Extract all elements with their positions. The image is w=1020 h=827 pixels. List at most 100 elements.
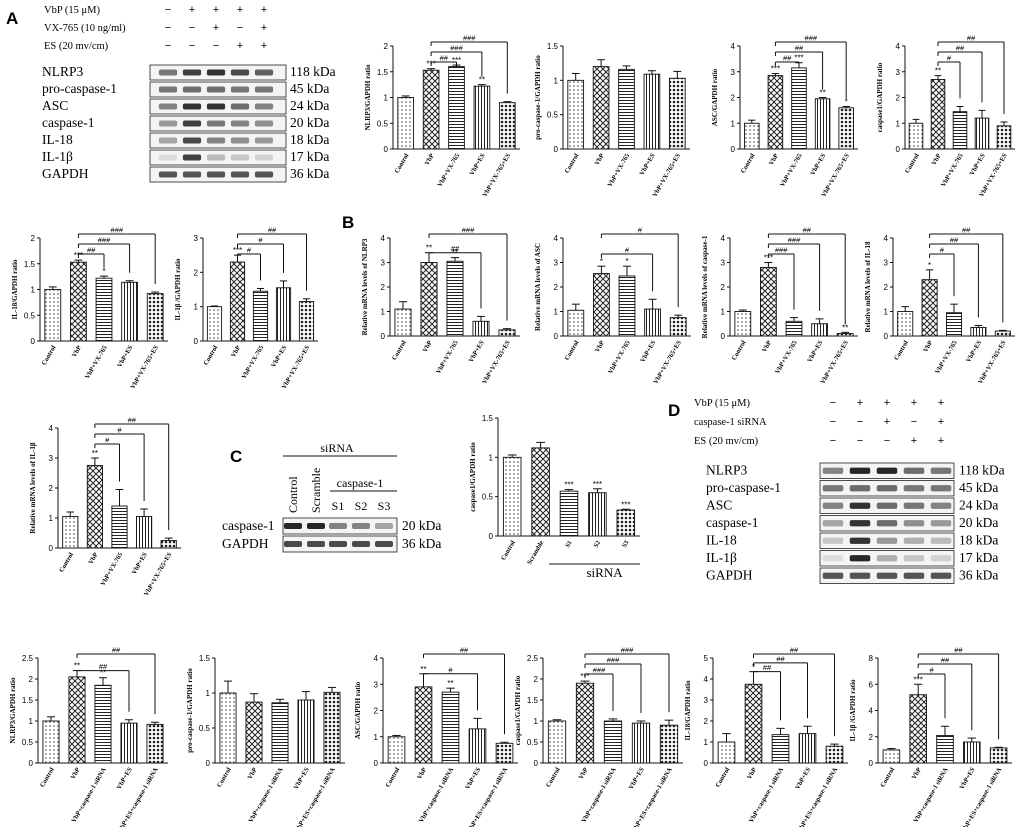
y-tick-label: 2 [29,675,34,684]
bar [952,111,968,150]
y-tick-label: 0 [489,532,494,541]
bar [121,281,138,342]
bar [495,742,514,764]
protein-band [182,171,202,178]
condition-mark: + [237,4,243,16]
y-axis-label: Relative mRNA levels of ASC [534,243,542,331]
protein-band [182,120,202,127]
molecular-weight: 18 kDa [290,132,329,147]
molecular-weight: 45 kDa [290,81,329,96]
y-tick-label: 3 [194,234,199,243]
panel-label-d: D [668,401,680,420]
protein-band [849,502,871,509]
y-tick-label: 0 [374,759,379,768]
x-category-label: VbP [70,766,82,780]
significance-stars: ** [447,679,453,688]
bracket-significance: ### [593,666,606,675]
protein-band [307,523,325,529]
protein-band [182,86,202,93]
lane-label: Control [286,476,300,513]
y-tick-label: 1 [489,453,494,462]
y-tick-label: 2 [884,283,889,292]
y-tick-label: 1 [31,286,36,295]
significance-stars: ** [819,89,825,98]
bracket-significance: ## [112,646,121,655]
bar [814,98,831,150]
molecular-weight: 20 kDa [402,518,441,533]
protein-band [230,120,250,127]
bar [219,692,237,764]
y-tick-label: 0 [384,145,389,154]
molecular-weight: 45 kDa [959,480,998,495]
bracket-significance: ### [775,246,788,255]
condition-mark: + [213,4,219,16]
condition-mark: + [261,22,267,34]
x-category-label: Control [731,339,748,361]
y-tick-label: 0 [884,332,889,341]
y-tick-label: 1 [704,738,709,747]
bar-chart: 0 0.5 1 1.5 2 NLRP3/GAPDH ratio Control *** VbP *… [364,34,520,198]
blot-strip [819,532,955,549]
bar [62,516,79,549]
molecular-weight: 36 kDa [402,536,441,551]
protein-band [876,572,898,579]
x-category-label: VbP [594,152,606,166]
x-category-label: VbP+ES [809,152,827,177]
molecular-weight: 118 kDa [290,64,336,79]
bar-chart: 0 1 2 3 4 Relative mRNA levels of IL-18 Contro… [864,226,1015,385]
x-category-label: Scramble [526,539,545,565]
y-tick-label: 0 [896,145,901,154]
y-tick-label: 1 [896,119,901,128]
western-blot-d: VbP (15 μM) − + + + + caspase-1 siRNA − − + − + ES (… [694,397,1005,584]
significance-stars: ** [92,449,98,458]
protein-band [903,572,925,579]
y-tick-label: 1 [374,733,379,742]
protein-band [876,467,898,474]
protein-band [876,537,898,544]
x-category-label: VbP+ES [131,551,149,576]
x-category-label: VbP+ES [270,344,288,369]
y-axis-label: IL-18/GAPDH ratio [684,680,692,741]
y-axis-label: NLRP3/GAPDH ratio [9,677,17,743]
bar [945,312,963,337]
protein-band [254,120,274,127]
y-tick-label: 1 [554,308,559,317]
bar [229,261,246,342]
protein-band [822,537,844,544]
bar [811,323,828,337]
protein-band [206,103,226,110]
protein-band [822,502,844,509]
bracket-significance: # [258,236,263,245]
bar [930,79,946,150]
condition-mark: − [237,22,243,34]
condition-mark: − [189,22,195,34]
molecular-weight: 20 kDa [959,515,998,530]
protein-label: caspase-1 [42,115,94,130]
bar-chart: 0 2 4 6 8 IL-1β /GAPDH ratio Control *** VbP VbP+… [849,646,1012,827]
y-tick-label: 1.5 [527,696,539,705]
x-category-label: VbP+VX-765 [934,339,959,375]
bar [643,73,661,150]
protein-label: GAPDH [222,536,269,551]
significance-stars: * [752,663,755,672]
significance-stars: * [928,261,931,270]
condition-mark: − [830,435,836,447]
protein-band [158,137,178,144]
condition-label: ES (20 mv/cm) [694,436,759,447]
y-tick-label: 1 [884,308,889,317]
bar [575,682,595,764]
protein-band [352,523,370,529]
protein-label: IL-1β [706,550,737,565]
bar [644,308,661,337]
molecular-weight: 36 kDa [959,568,998,583]
bar [603,720,623,764]
y-tick-label: 3 [896,68,901,77]
protein-band [849,537,871,544]
protein-band [903,555,925,562]
protein-label: pro-caspase-1 [706,480,781,495]
x-category-label: VbP [911,766,923,780]
significance-stars: *** [233,246,242,255]
molecular-weight: 17 kDa [290,149,329,164]
x-category-label: Control [500,539,517,561]
bar [989,747,1008,764]
